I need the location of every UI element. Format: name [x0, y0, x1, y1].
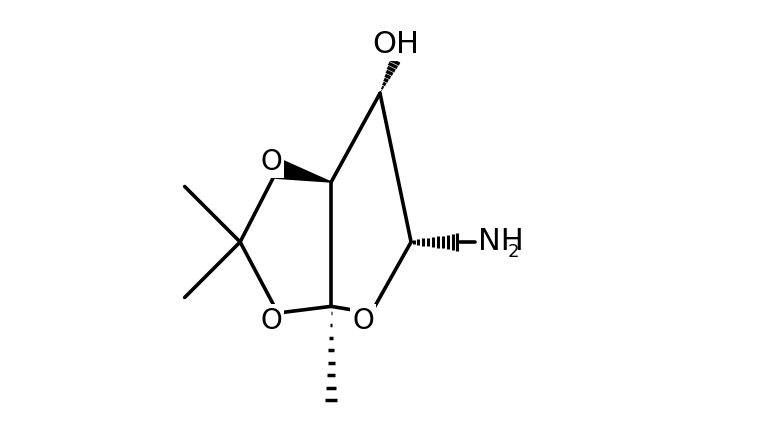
- Polygon shape: [276, 159, 331, 182]
- Text: 2: 2: [508, 243, 519, 261]
- Text: OH: OH: [372, 30, 419, 59]
- Text: NH: NH: [478, 227, 524, 257]
- Text: O: O: [261, 148, 282, 176]
- Text: O: O: [352, 306, 374, 335]
- Text: O: O: [261, 306, 282, 335]
